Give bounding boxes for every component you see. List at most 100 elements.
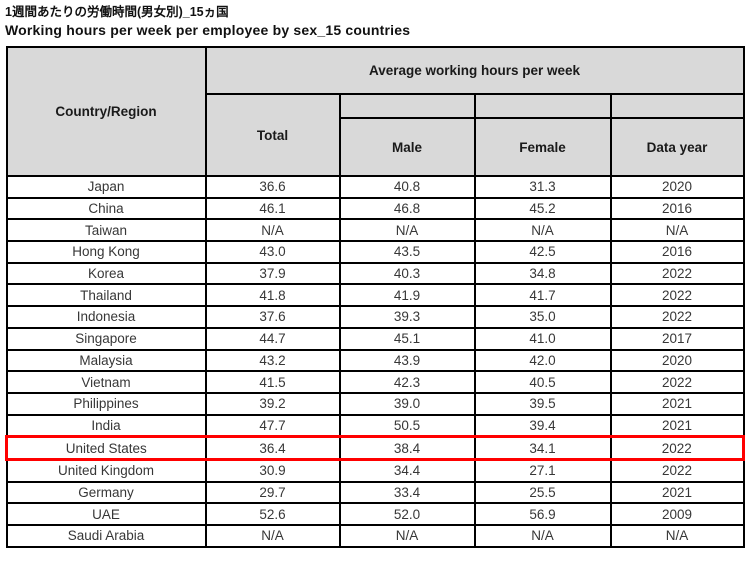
cell-female: N/A — [473, 524, 612, 548]
cell-data-year: 2016 — [609, 240, 745, 264]
table-row: Singapore 44.7 45.1 41.0 2017 — [5, 326, 745, 351]
cell-total: 36.6 — [204, 175, 341, 199]
cell-total: 43.2 — [204, 348, 341, 373]
cell-country: Germany — [5, 480, 207, 505]
table-row: Indonesia 37.6 39.3 35.0 2022 — [5, 305, 745, 329]
cell-country: Saudi Arabia — [5, 524, 207, 548]
table-header: Country/Region Average working hours per… — [5, 46, 745, 177]
cell-data-year: N/A — [609, 524, 745, 548]
table-row: Vietnam 41.5 42.3 40.5 2022 — [5, 370, 745, 394]
cell-country: Korea — [5, 261, 207, 286]
table-row: UAE 52.6 52.0 56.9 2009 — [5, 502, 745, 526]
cell-total: N/A — [204, 218, 341, 243]
cell-male: 38.4 — [338, 435, 476, 461]
table-row: Philippines 39.2 39.0 39.5 2021 — [5, 391, 745, 416]
cell-data-year: 2022 — [609, 261, 745, 286]
cell-country: Taiwan — [5, 218, 207, 243]
cell-country: Vietnam — [5, 370, 207, 394]
cell-male: 45.1 — [338, 326, 476, 351]
cell-total: 46.1 — [204, 196, 341, 221]
cell-data-year: 2021 — [609, 480, 745, 505]
cell-total: 29.7 — [204, 480, 341, 505]
cell-total: 52.6 — [204, 502, 341, 526]
cell-female: 35.0 — [473, 305, 612, 329]
cell-female: 39.4 — [473, 413, 612, 438]
cell-data-year: 2009 — [609, 502, 745, 526]
cell-country: Thailand — [5, 283, 207, 308]
cell-data-year: N/A — [609, 218, 745, 243]
cell-total: 43.0 — [204, 240, 341, 264]
cell-data-year: 2021 — [609, 391, 745, 416]
table-row: Germany 29.7 33.4 25.5 2021 — [5, 480, 745, 505]
table-body: Japan 36.6 40.8 31.3 2020 China 46.1 46.… — [5, 175, 746, 548]
cell-female: N/A — [473, 218, 612, 243]
cell-total: 37.6 — [204, 305, 341, 329]
cell-male: 40.8 — [338, 175, 476, 199]
header-male: Male — [338, 117, 476, 177]
cell-male: N/A — [338, 218, 476, 243]
table-row: Korea 37.9 40.3 34.8 2022 — [5, 261, 745, 286]
table-row: Malaysia 43.2 43.9 42.0 2020 — [5, 348, 745, 373]
cell-total: 41.5 — [204, 370, 341, 394]
cell-country: China — [5, 196, 207, 221]
cell-data-year: 2022 — [609, 305, 745, 329]
header-spacer-male — [338, 93, 476, 119]
cell-male: 46.8 — [338, 196, 476, 221]
cell-total: 30.9 — [204, 458, 341, 483]
cell-data-year: 2017 — [609, 326, 745, 351]
header-row-group: Country/Region Average working hours per… — [5, 46, 745, 177]
cell-total: N/A — [204, 524, 341, 548]
cell-female: 31.3 — [473, 175, 612, 199]
cell-total: 39.2 — [204, 391, 341, 416]
cell-male: 52.0 — [338, 502, 476, 526]
cell-data-year: 2020 — [609, 348, 745, 373]
cell-country: Indonesia — [5, 305, 207, 329]
cell-male: 43.5 — [338, 240, 476, 264]
header-female: Female — [473, 117, 612, 177]
cell-female: 40.5 — [473, 370, 612, 394]
table-row: Japan 36.6 40.8 31.3 2020 — [5, 175, 745, 199]
table-row: China 46.1 46.8 45.2 2016 — [5, 196, 745, 221]
header-country-region: Country/Region — [5, 46, 207, 177]
cell-total: 36.4 — [204, 435, 341, 461]
cell-data-year: 2022 — [609, 370, 745, 394]
page-title-japanese: 1週間あたりの労働時間(男女別)_15ヵ国 — [5, 5, 229, 19]
cell-data-year: 2020 — [609, 175, 745, 199]
cell-male: 43.9 — [338, 348, 476, 373]
table-row: India 47.7 50.5 39.4 2021 — [5, 413, 745, 438]
cell-data-year: 2022 — [609, 458, 745, 483]
cell-male: 41.9 — [338, 283, 476, 308]
cell-female: 34.8 — [473, 261, 612, 286]
table-row: Saudi Arabia N/A N/A N/A N/A — [5, 524, 745, 548]
cell-female: 39.5 — [473, 391, 612, 416]
cell-male: 33.4 — [338, 480, 476, 505]
page-title-english: Working hours per week per employee by s… — [5, 22, 411, 38]
table-row: United States 36.4 38.4 34.1 2022 — [5, 435, 746, 461]
cell-female: 56.9 — [473, 502, 612, 526]
cell-female: 25.5 — [473, 480, 612, 505]
header-data-year: Data year — [609, 117, 745, 177]
header-total: Total — [204, 93, 341, 177]
cell-male: 34.4 — [338, 458, 476, 483]
cell-country: India — [5, 413, 207, 438]
cell-female: 41.0 — [473, 326, 612, 351]
cell-male: N/A — [338, 524, 476, 548]
cell-total: 44.7 — [204, 326, 341, 351]
cell-male: 39.0 — [338, 391, 476, 416]
cell-country: Hong Kong — [5, 240, 207, 264]
header-row-spacer: Total — [7, 93, 745, 177]
cell-total: 47.7 — [204, 413, 341, 438]
cell-country: UAE — [5, 502, 207, 526]
cell-country: Malaysia — [5, 348, 207, 373]
header-row-subcolumns: Male Female Data year — [7, 117, 745, 177]
cell-female: 27.1 — [473, 458, 612, 483]
cell-female: 42.0 — [473, 348, 612, 373]
cell-total: 37.9 — [204, 261, 341, 286]
cell-data-year: 2022 — [609, 435, 746, 461]
cell-country: Japan — [5, 175, 207, 199]
cell-male: 50.5 — [338, 413, 476, 438]
cell-female: 34.1 — [473, 435, 612, 461]
cell-female: 45.2 — [473, 196, 612, 221]
cell-country: Philippines — [5, 391, 207, 416]
